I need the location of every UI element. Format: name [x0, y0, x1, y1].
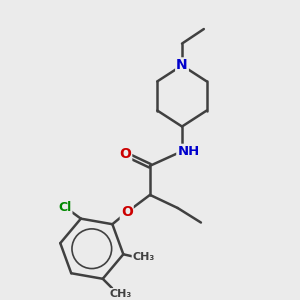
Text: CH₃: CH₃	[109, 289, 131, 299]
Text: O: O	[121, 206, 133, 219]
Text: O: O	[119, 147, 131, 161]
Text: CH₃: CH₃	[133, 252, 155, 262]
Text: N: N	[176, 58, 188, 72]
Text: NH: NH	[177, 145, 200, 158]
Text: Cl: Cl	[58, 201, 71, 214]
